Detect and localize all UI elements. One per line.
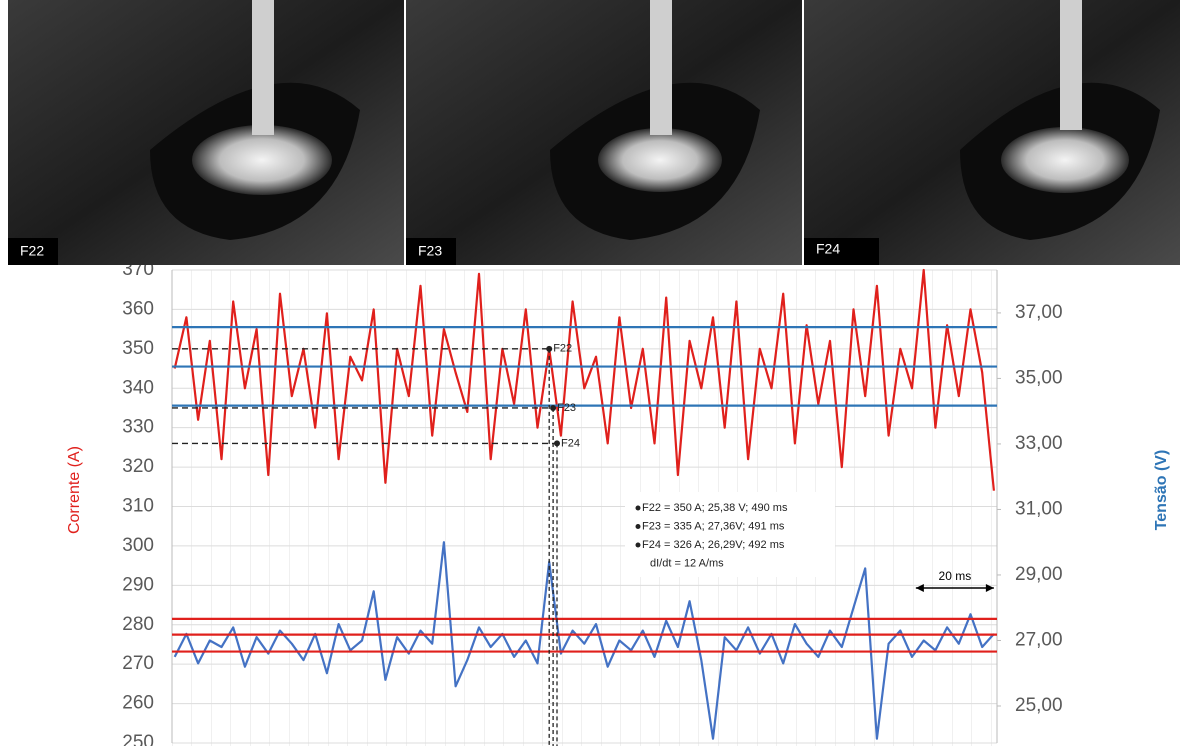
y2-tick-label: 37,00	[1015, 302, 1063, 323]
photo: F24	[804, 0, 1180, 265]
y2-tick-label: 35,00	[1015, 367, 1063, 388]
y-tick-label: 310	[122, 496, 154, 517]
bullet	[635, 524, 641, 529]
photo-label: F22	[20, 243, 44, 259]
y-tick-label: 330	[122, 417, 154, 438]
y-tick-label: 280	[122, 614, 154, 635]
frame-label: F23	[557, 402, 576, 414]
series-line	[173, 541, 995, 740]
scale-bar-label: 20 ms	[939, 569, 972, 583]
chart: 2502602702802903003103203303403503603702…	[66, 259, 1170, 746]
annotation-text: F22 = 350 A; 25,38 V; 490 ms	[642, 502, 788, 514]
y2-tick-label: 31,00	[1015, 498, 1063, 519]
y-tick-label: 350	[122, 338, 154, 359]
y-tick-label: 250	[122, 732, 154, 746]
annotation-box	[625, 492, 835, 577]
y-tick-label: 360	[122, 298, 154, 319]
frame-label: F22	[553, 343, 572, 355]
y2-tick-label: 29,00	[1015, 564, 1063, 585]
y-axis-label: Corrente (A)	[66, 446, 83, 534]
photo: F23	[406, 0, 802, 265]
bullet	[635, 505, 641, 511]
y-tick-label: 290	[122, 574, 154, 595]
frame-label: F24	[561, 437, 580, 449]
bullet	[635, 542, 641, 548]
photo-label: F23	[418, 243, 442, 259]
annotation-text: F23 = 335 A; 27,36V; 491 ms	[642, 520, 785, 532]
y-tick-label: 260	[122, 693, 154, 714]
y-tick-label: 320	[122, 456, 154, 477]
y-tick-label: 340	[122, 377, 154, 398]
arrow-head	[915, 584, 994, 592]
frame-point	[550, 404, 557, 411]
annotation-text: dI/dt = 12 A/ms	[650, 557, 724, 569]
frame-point	[554, 440, 560, 447]
y-tick-label: 300	[122, 535, 154, 556]
y2-tick-label: 33,00	[1015, 433, 1063, 454]
y2-tick-label: 25,00	[1015, 695, 1063, 716]
y2-axis-label: Tensão (V)	[1153, 450, 1170, 531]
photo: F22	[8, 0, 404, 265]
frame-point	[546, 345, 553, 352]
series-line	[173, 268, 995, 491]
annotation-text: F24 = 326 A; 26,29V; 492 ms	[642, 539, 785, 551]
y2-tick-label: 27,00	[1015, 629, 1063, 650]
y-tick-label: 270	[122, 653, 154, 674]
photo-label: F24	[816, 241, 840, 257]
